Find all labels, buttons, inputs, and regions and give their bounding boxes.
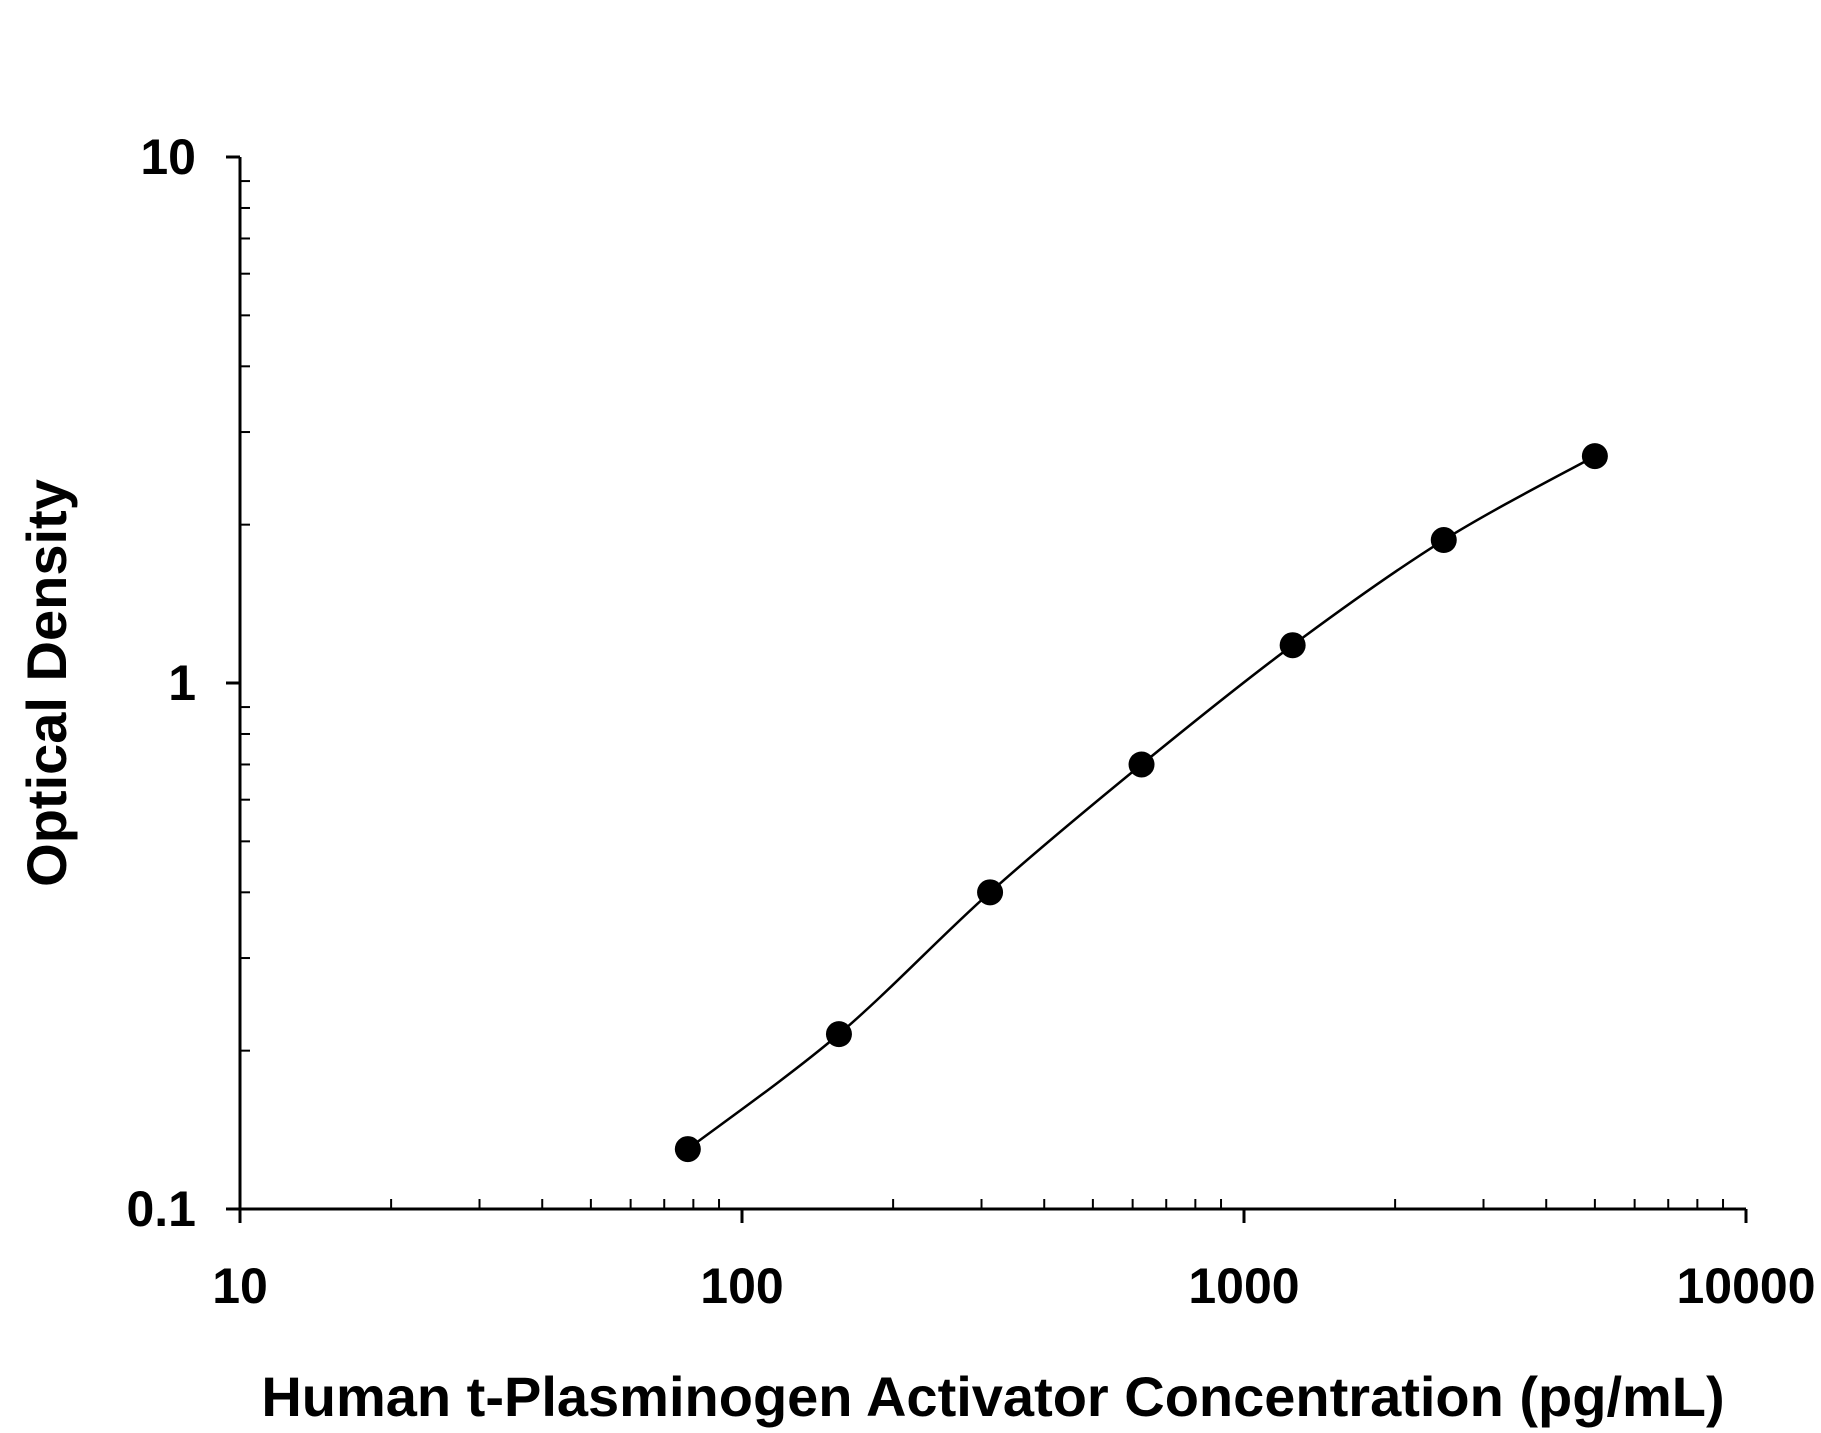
minor-ticks: [240, 180, 1725, 1209]
major-ticks: [226, 155, 1748, 1223]
data-point-4: [1128, 751, 1155, 778]
x-tick-label-100: 100: [700, 1258, 783, 1314]
x-tick-label-10: 10: [212, 1258, 268, 1314]
y-tick-label-10: 10: [140, 129, 196, 185]
x-tick-label-10000: 10000: [1676, 1258, 1815, 1314]
y-tick-label-0.1: 0.1: [126, 1181, 196, 1237]
y-tick-label-1: 1: [168, 655, 196, 711]
x-tick-label-1000: 1000: [1188, 1258, 1299, 1314]
x-axis-title: Human t-Plasminogen Activator Concentrat…: [261, 1365, 1724, 1428]
data-points: [674, 443, 1608, 1163]
data-point-7: [1581, 443, 1608, 470]
data-point-3: [977, 879, 1004, 906]
y-axis-title: Optical Density: [15, 479, 78, 887]
data-point-2: [825, 1021, 852, 1048]
data-point-1: [674, 1136, 701, 1163]
fit-curve: [687, 455, 1596, 1151]
data-point-5: [1279, 632, 1306, 659]
data-point-6: [1430, 527, 1457, 554]
